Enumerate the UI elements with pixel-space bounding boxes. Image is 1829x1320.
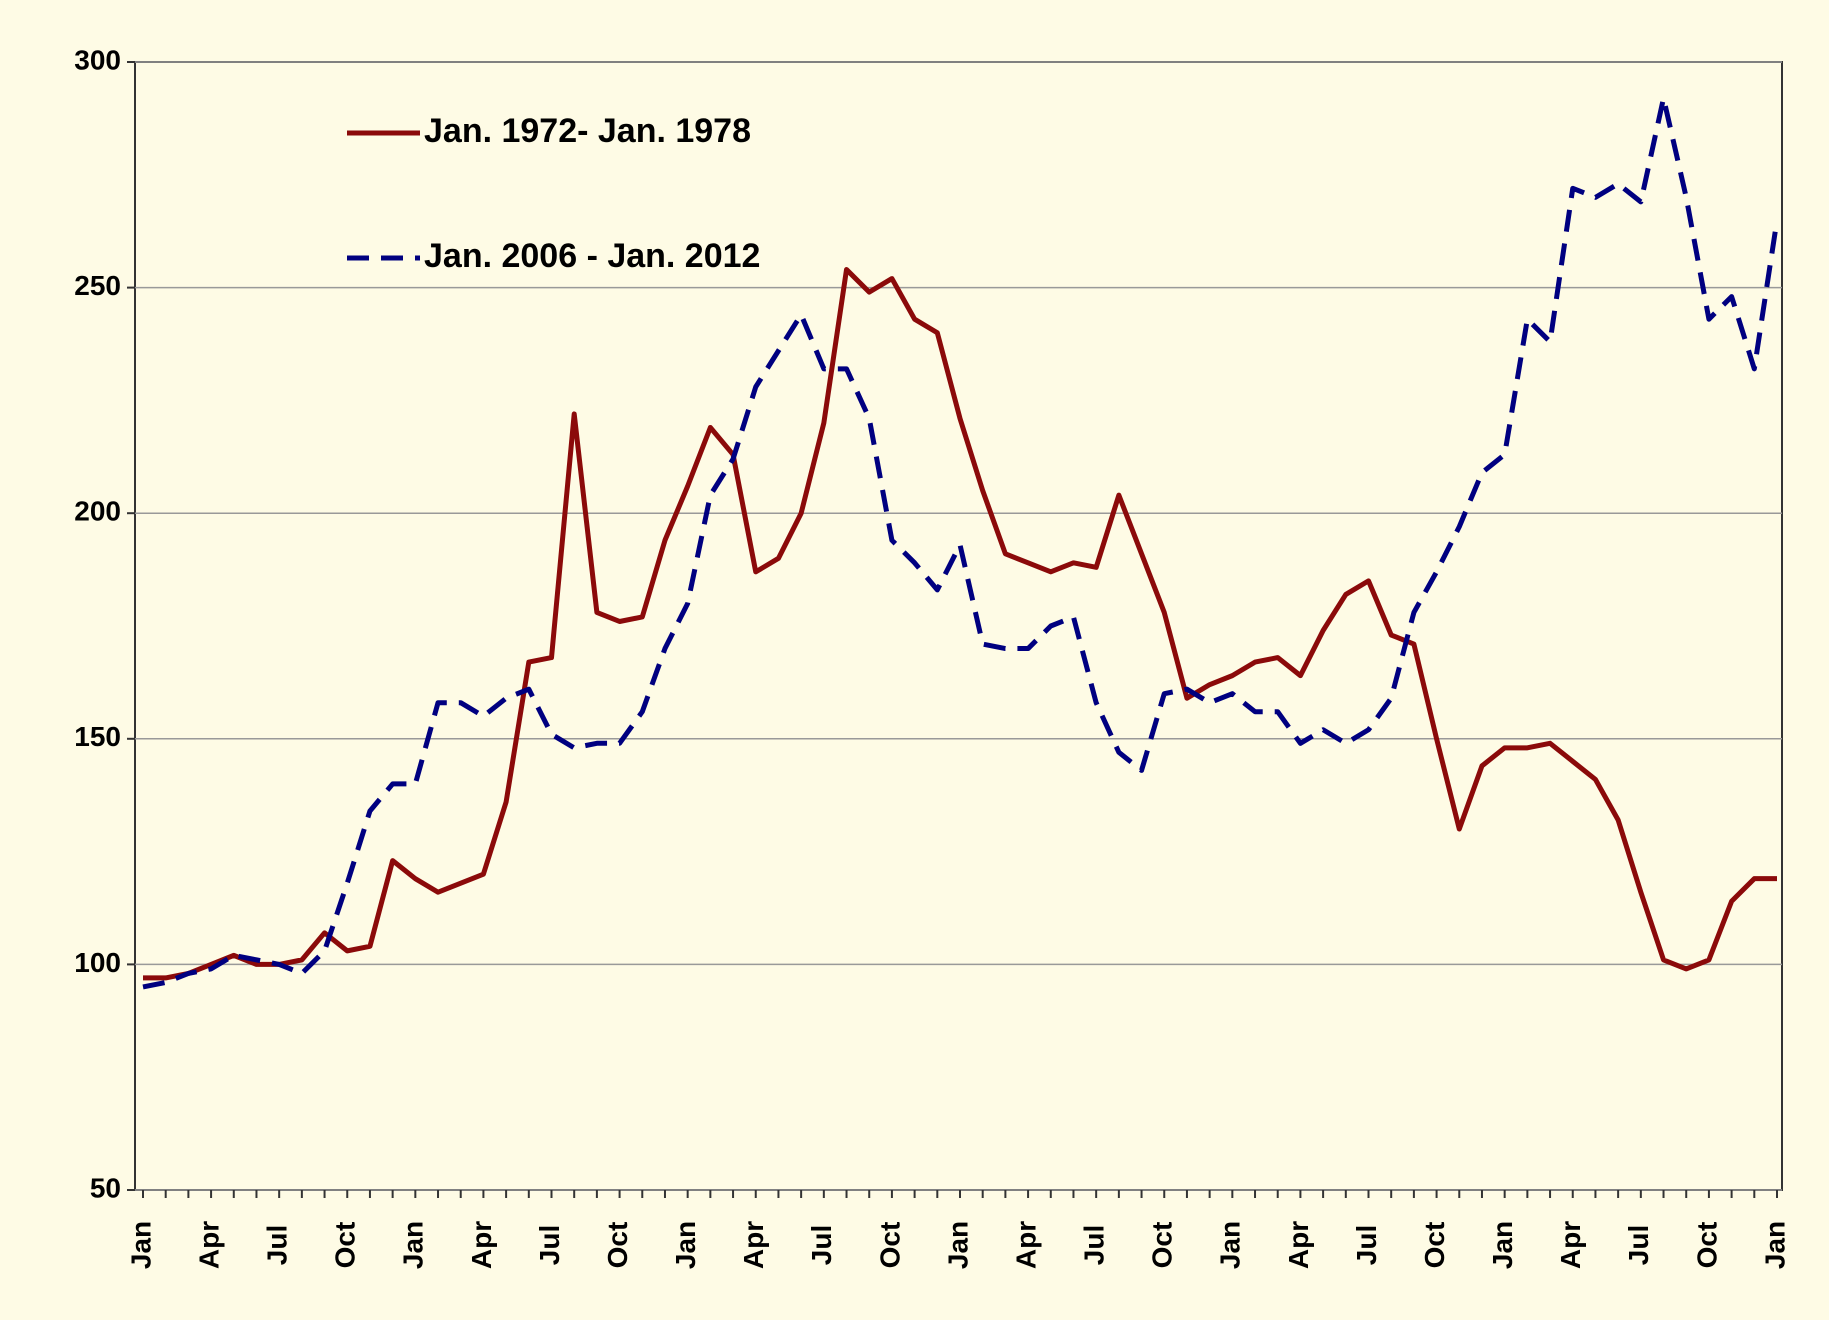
x-tick-label: Jan — [1215, 1221, 1246, 1269]
x-tick-label: Jul — [1351, 1225, 1382, 1265]
x-tick-label: Jul — [534, 1225, 565, 1265]
x-tick-label: Jul — [1623, 1225, 1654, 1265]
y-tick-label: 100 — [74, 947, 121, 978]
x-tick-label: Jan — [398, 1221, 429, 1269]
x-tick-label: Oct — [874, 1222, 905, 1269]
y-tick-label: 300 — [74, 44, 121, 75]
x-tick-label: Apr — [1555, 1221, 1586, 1269]
y-tick-label: 200 — [74, 496, 121, 527]
y-tick-label: 150 — [74, 721, 121, 752]
x-tick-label: Oct — [602, 1222, 633, 1269]
x-tick-label: Oct — [330, 1222, 361, 1269]
legend-label: Jan. 1972- Jan. 1978 — [424, 112, 751, 150]
x-tick-label: Jul — [1079, 1225, 1110, 1265]
x-tick-label: Jan — [942, 1221, 973, 1269]
x-tick-label: Jan — [670, 1221, 701, 1269]
x-tick-label: Apr — [1283, 1221, 1314, 1269]
y-tick-label: 50 — [90, 1172, 121, 1203]
x-tick-label: Apr — [1010, 1221, 1041, 1269]
series-line — [143, 267, 1777, 981]
x-tick-label: Oct — [1691, 1222, 1722, 1269]
x-tick-label: Oct — [1419, 1222, 1450, 1269]
x-tick-label: Jul — [806, 1225, 837, 1265]
x-tick-label: Oct — [1147, 1222, 1178, 1269]
legend-label: Jan. 2006 - Jan. 2012 — [424, 237, 760, 275]
x-tick-label: Jan — [1759, 1221, 1790, 1269]
y-tick-label: 250 — [74, 270, 121, 301]
x-tick-label: Jan — [125, 1221, 156, 1269]
x-tick-label: Jan — [1487, 1221, 1518, 1269]
x-tick-label: Apr — [193, 1221, 224, 1269]
x-tick-label: Jul — [262, 1225, 293, 1265]
x-tick-label: Apr — [466, 1221, 497, 1269]
x-tick-label: Apr — [738, 1221, 769, 1269]
